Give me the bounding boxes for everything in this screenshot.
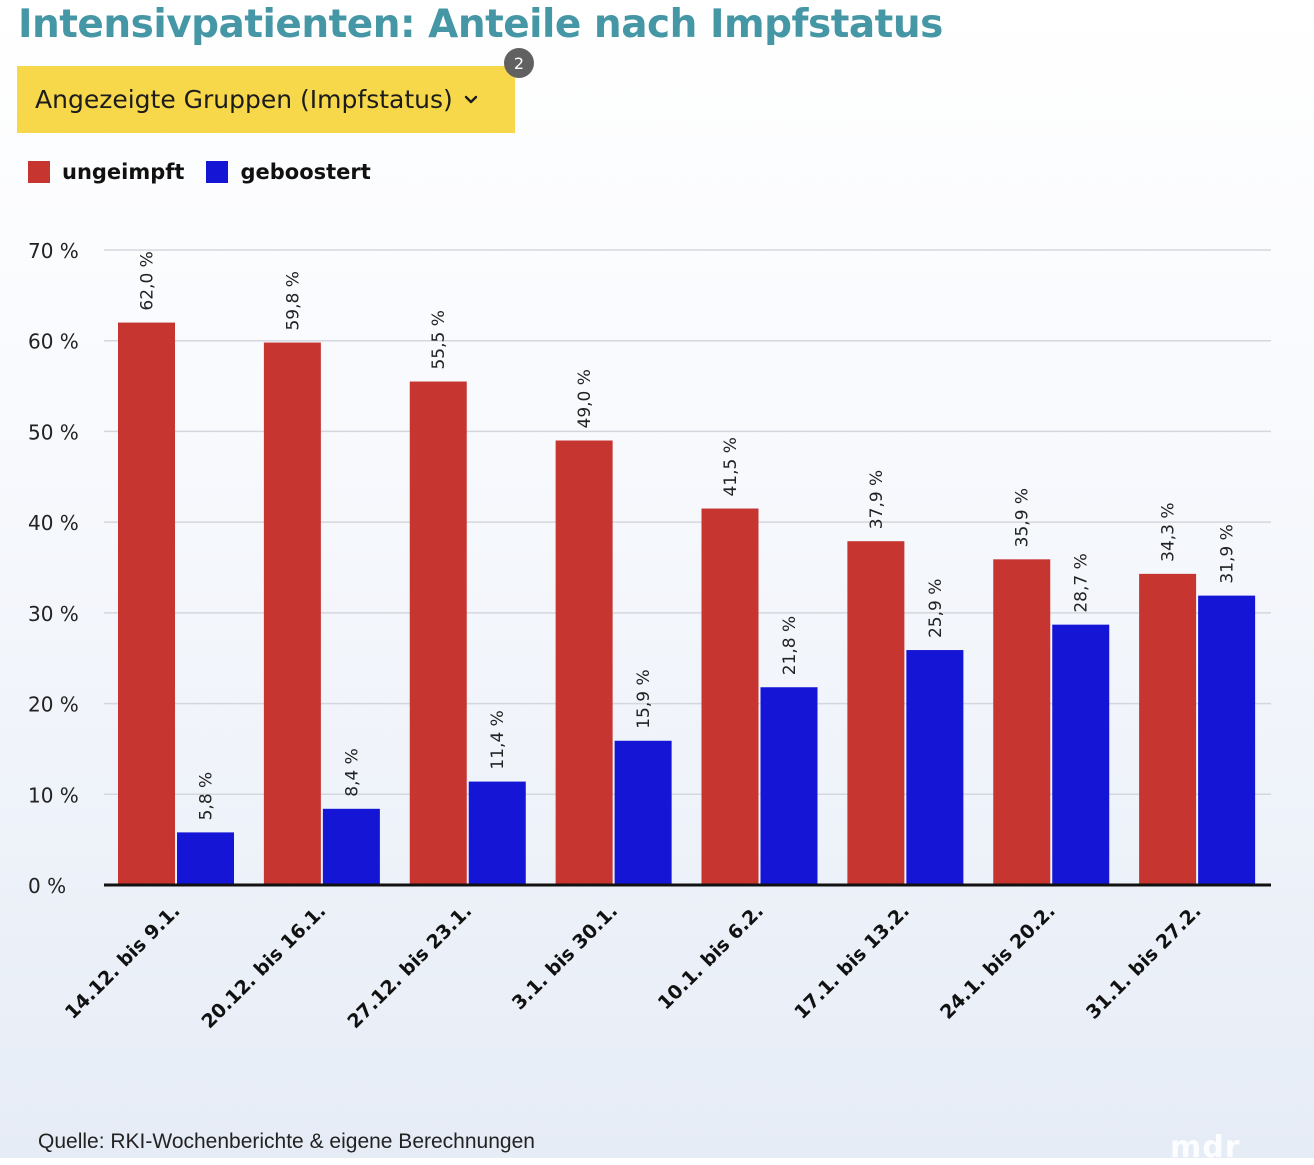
bar-ungeimpft [701,508,759,885]
y-tick-label: 60 % [28,330,79,354]
bar-ungeimpft [1139,573,1197,885]
legend-label-geboostert: geboostert [240,160,371,184]
data-label: 35,9 % [1013,488,1033,547]
legend-item-geboostert[interactable]: geboostert [206,160,371,184]
source-note: Quelle: RKI-Wochenberichte & eigene Bere… [38,1130,535,1153]
x-tick-label: 27.12. bis 23.1. [343,900,476,1033]
bar-ungeimpft [847,541,905,885]
x-tick-label: 10.1. bis 6.2. [654,900,768,1014]
groups-dropdown-label: Angezeigte Gruppen (Impfstatus) [35,85,453,114]
bar-geboostert [322,808,380,885]
data-label: 15,9 % [634,669,654,728]
bar-ungeimpft [993,559,1051,885]
y-tick-label: 0 % [28,874,66,898]
selection-count-badge: 2 [504,48,534,78]
y-tick-label: 20 % [28,693,79,717]
bar-geboostert [906,650,964,885]
x-tick-label: 24.1. bis 20.2. [936,900,1060,1024]
data-label: 31,9 % [1218,524,1238,583]
mdr-logo: mdr [1170,1130,1241,1165]
data-label: 41,5 % [721,437,741,496]
data-label: 62,0 % [138,251,158,310]
bar-ungeimpft [263,342,321,885]
data-label: 8,4 % [342,748,362,797]
chevron-down-icon [464,95,477,103]
y-tick-label: 40 % [28,511,79,535]
legend-item-ungeimpft[interactable]: ungeimpft [28,160,184,184]
legend: ungeimpft geboostert [28,160,393,184]
x-tick-label: 31.1. bis 27.2. [1082,900,1206,1024]
bar-geboostert [1198,595,1256,885]
data-label: 28,7 % [1072,553,1092,612]
data-label: 37,9 % [867,470,887,529]
y-tick-label: 70 % [28,239,79,263]
data-label: 21,8 % [780,616,800,675]
legend-swatch-ungeimpft [28,161,50,183]
legend-label-ungeimpft: ungeimpft [62,160,185,184]
data-label: 34,3 % [1159,502,1179,561]
data-label: 59,8 % [283,271,303,330]
bar-geboostert [468,781,526,885]
x-tick-label: 3.1. bis 30.1. [508,900,622,1014]
y-tick-label: 10 % [28,783,79,807]
bar-geboostert [760,687,818,885]
bar-geboostert [177,832,234,885]
y-tick-label: 30 % [28,602,79,626]
data-label: 25,9 % [926,579,946,638]
bar-ungeimpft [118,322,175,886]
legend-swatch-geboostert [206,161,229,183]
bar-chart: 0 % 10 % 20 % 30 % 40 % 50 % 60 % 70 % 62,0 % 5,8… [28,239,1271,1033]
data-label: 11,4 % [488,710,508,769]
bar-geboostert [1052,624,1110,885]
bar-ungeimpft [555,440,613,885]
data-label: 55,5 % [429,310,449,369]
bar-geboostert [614,740,672,885]
x-tick-label: 20.12. bis 16.1. [197,900,330,1033]
chart-title: Intensivpatienten: Anteile nach Impfstat… [18,2,943,47]
data-label: 49,0 % [575,369,595,428]
bar-ungeimpft [409,381,467,885]
data-label: 5,8 % [197,772,217,821]
groups-dropdown[interactable]: Angezeigte Gruppen (Impfstatus) [17,66,515,133]
x-tick-label: 17.1. bis 13.2. [790,900,914,1024]
x-tick-label: 14.12. bis 9.1. [61,900,185,1024]
y-tick-label: 50 % [28,420,79,444]
